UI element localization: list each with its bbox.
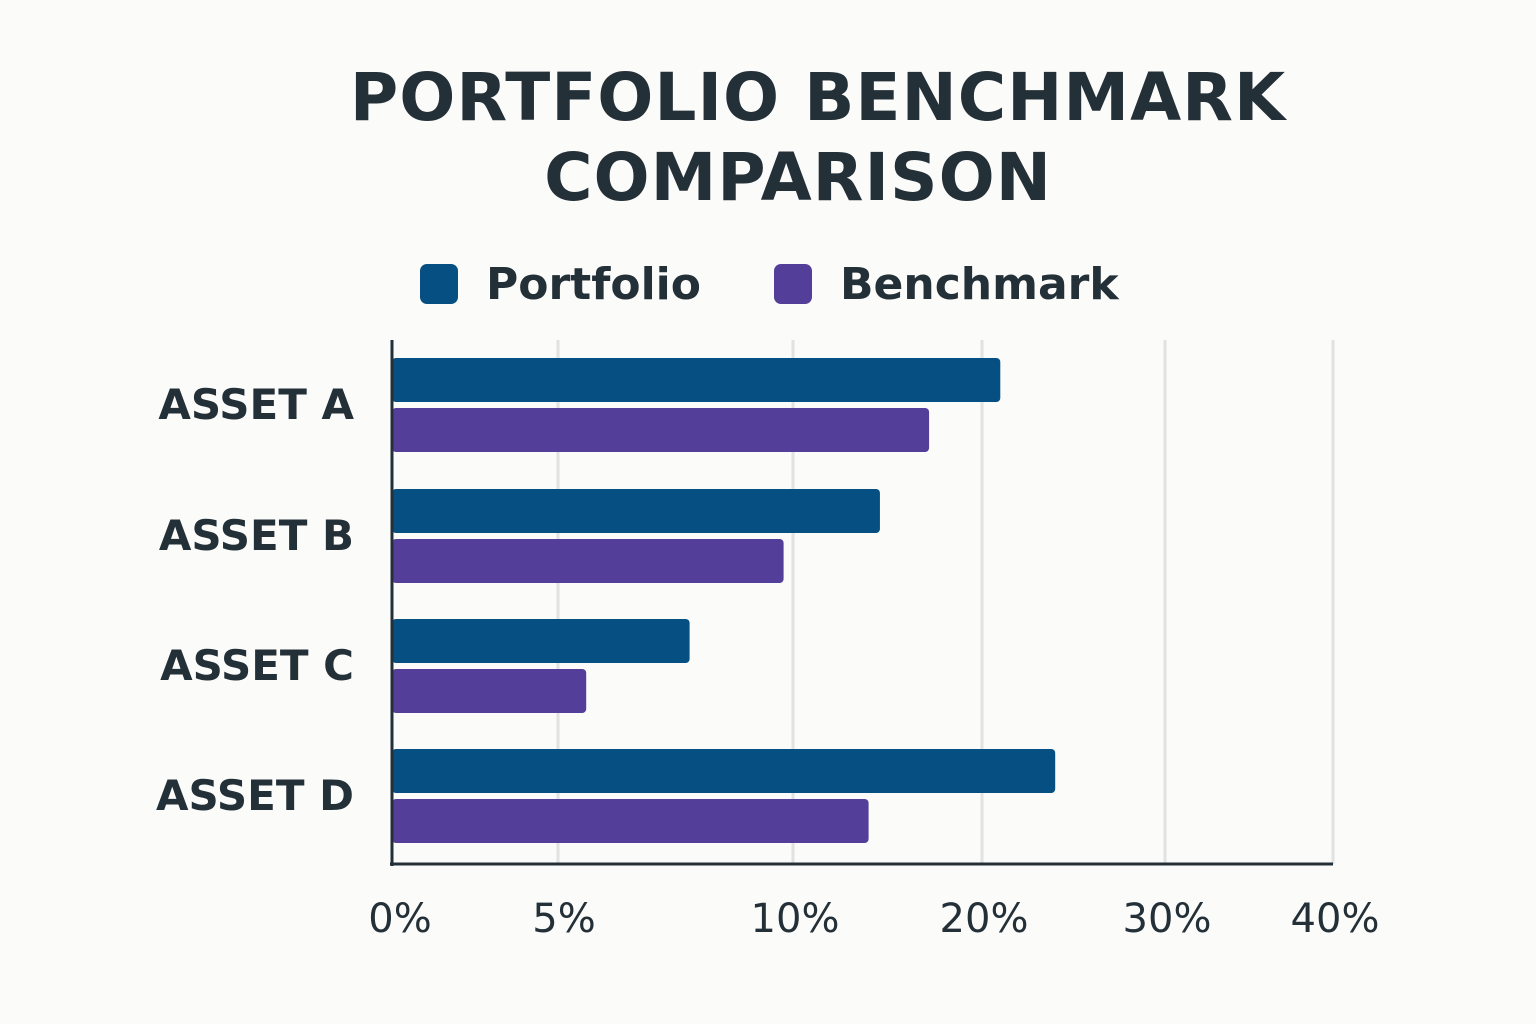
legend-label-benchmark: Benchmark [840,258,1119,310]
chart-title-line-2: COMPARISON [544,139,1052,216]
legend-swatch-portfolio [420,264,458,304]
legend-swatch-benchmark [774,264,812,304]
bar-benchmark-asset-a [392,408,930,452]
x-tick-label-5: 5% [532,896,595,942]
legend-item-benchmark: Benchmark [774,256,1119,312]
bar-portfolio-asset-d [392,749,1056,793]
bar-portfolio-asset-c [392,619,690,663]
category-label-asset-d: ASSET D [156,771,354,820]
legend-label-portfolio: Portfolio [486,258,701,310]
bar-portfolio-asset-b [392,489,880,533]
x-tick-label-30: 30% [1123,896,1212,942]
x-tick-label-40: 40% [1291,896,1380,942]
x-tick-label-20: 20% [940,896,1029,942]
bar-portfolio-asset-a [392,358,1001,402]
bar-benchmark-asset-b [392,539,784,583]
x-tick-label-10: 10% [751,896,840,942]
bar-benchmark-asset-d [392,799,869,843]
category-label-asset-c: ASSET C [160,641,354,690]
category-label-asset-b: ASSET B [159,511,354,560]
legend-item-portfolio: Portfolio [420,256,701,312]
chart-title-line-1: PORTFOLIO BENCHMARK [349,59,1287,136]
x-tick-label-0: 0% [368,896,431,942]
category-label-asset-a: ASSET A [158,380,354,429]
bar-benchmark-asset-c [392,669,587,713]
